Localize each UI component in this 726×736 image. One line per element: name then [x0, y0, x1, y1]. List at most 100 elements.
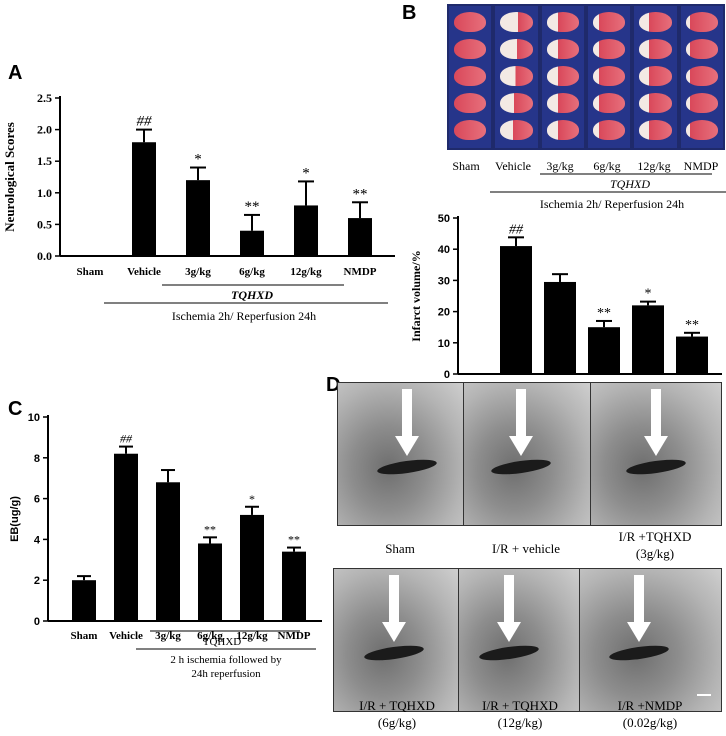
panel-letter-d: D: [326, 374, 341, 396]
arrow-indicator: [516, 389, 526, 436]
category-label: 3g/kg: [155, 630, 181, 642]
brain-slice-grid: [447, 4, 725, 150]
y-tick-label: 50: [438, 213, 450, 225]
y-tick-label: 10: [438, 338, 450, 350]
significance-label: **: [685, 318, 699, 333]
slice-column-label: 3g/kg: [546, 159, 573, 173]
brain-slice: [639, 12, 672, 32]
brain-slice: [593, 12, 626, 32]
arrow-head: [509, 436, 533, 456]
category-label: 6g/kg: [239, 266, 265, 278]
condition-label-line-1: 2 h ischemia followed by: [170, 654, 282, 666]
y-tick-label: 8: [34, 453, 40, 465]
y-tick-label: 0: [444, 369, 450, 380]
y-tick-label: 0: [34, 616, 40, 628]
electron-micrograph: [579, 568, 722, 712]
y-tick-label: 10: [28, 412, 40, 424]
y-tick-label: 2.5: [37, 91, 52, 105]
group-label: TQHXD: [203, 636, 242, 648]
category-label: 3g/kg: [185, 266, 211, 278]
brain-slice: [500, 66, 533, 86]
brain-slice: [593, 39, 626, 59]
arrow-indicator: [402, 389, 412, 436]
bar: [500, 246, 532, 374]
arrow-head: [627, 622, 651, 642]
category-label: Sham: [77, 266, 104, 278]
bar: [588, 327, 620, 374]
brain-slice: [685, 12, 718, 32]
brain-slice: [639, 93, 672, 113]
brain-slice: [639, 120, 672, 140]
arrow-indicator: [389, 575, 399, 622]
chart-a: 0.0 0.5 1.0 1.5 2.0 2.5 Neurological Scores Sha…: [2, 91, 395, 323]
significance-label: ##: [509, 222, 524, 237]
y-tick-label: 40: [438, 244, 450, 256]
electron-micrograph: [463, 382, 591, 526]
arrow-head: [382, 622, 406, 642]
micrograph-label-tqhxd-3: I/R +TQHXD: [618, 529, 692, 544]
arrow-indicator: [651, 389, 661, 436]
bar: [240, 514, 264, 621]
slice-column: [449, 6, 492, 148]
brain-slice: [500, 39, 533, 59]
micrograph-label-bottom: I/R +NMDP: [617, 698, 683, 713]
y-axis-label: EB(ug/g): [9, 496, 21, 542]
bar: [348, 218, 372, 256]
bar: [198, 543, 222, 621]
brain-slice: [546, 66, 579, 86]
bar: [294, 205, 318, 256]
category-label: 12g/kg: [290, 266, 322, 278]
micrograph-label-bottom-dose: (12g/kg): [497, 715, 543, 730]
brain-slice: [546, 120, 579, 140]
micrograph-label-bottom: I/R + TQHXD: [482, 698, 558, 713]
brain-slice: [639, 39, 672, 59]
arrow-indicator: [634, 575, 644, 622]
category-label: NMDP: [344, 266, 377, 278]
significance-label: **: [288, 533, 300, 547]
brain-slice-labels: Sham Vehicle 3g/kg 6g/kg 12g/kg NMDP TQHXD Isch…: [452, 159, 726, 211]
category-label: NMDP: [278, 630, 311, 642]
y-axis-label: Neurological Scores: [2, 122, 17, 232]
slice-column-label: 6g/kg: [593, 159, 620, 173]
group-label: TQHXD: [610, 177, 650, 191]
bar: [240, 230, 264, 256]
condition-label: Ischemia 2h/ Reperfusion 24h: [540, 197, 684, 211]
electron-micrograph: [590, 382, 722, 526]
y-tick-label: 0.5: [37, 217, 52, 231]
condition-label-line-2: 24h reperfusion: [191, 668, 261, 680]
electron-micrograph: [458, 568, 580, 712]
brain-slice: [500, 93, 533, 113]
arrow-head: [395, 436, 419, 456]
bar: [544, 281, 576, 374]
slice-column: [541, 6, 584, 148]
brain-slice: [685, 66, 718, 86]
significance-label: **: [597, 306, 611, 321]
arrow-head: [497, 622, 521, 642]
panel-letter-c: C: [8, 398, 23, 420]
y-axis-label: Infarct volume/%: [409, 250, 423, 341]
slice-column-label: Sham: [452, 159, 480, 173]
bar: [72, 580, 96, 621]
bar: [186, 180, 210, 256]
y-tick-label: 30: [438, 275, 450, 287]
arrow-indicator: [504, 575, 514, 622]
brain-slice: [593, 93, 626, 113]
significance-label: *: [194, 152, 202, 168]
category-label: 12g/kg: [236, 630, 268, 642]
brain-slice: [593, 66, 626, 86]
category-label: Sham: [71, 630, 98, 642]
synapse-density: [608, 642, 670, 664]
significance-label: *: [249, 492, 255, 506]
slice-column-label: Vehicle: [495, 159, 531, 173]
significance-label: ##: [137, 114, 153, 130]
micrograph-label-tqhxd-3-dose: (3g/kg): [635, 546, 675, 561]
bar: [114, 453, 138, 621]
micrograph-label-bottom-dose: (0.02g/kg): [622, 715, 678, 730]
category-label: 6g/kg: [197, 630, 223, 642]
y-tick-label: 2.0: [37, 123, 52, 137]
brain-slice: [639, 66, 672, 86]
micrograph-label-bottom-dose: (6g/kg): [377, 715, 417, 730]
brain-slice: [454, 12, 487, 32]
category-label: Vehicle: [127, 266, 161, 278]
micrograph-label-sham: Sham: [385, 541, 415, 556]
